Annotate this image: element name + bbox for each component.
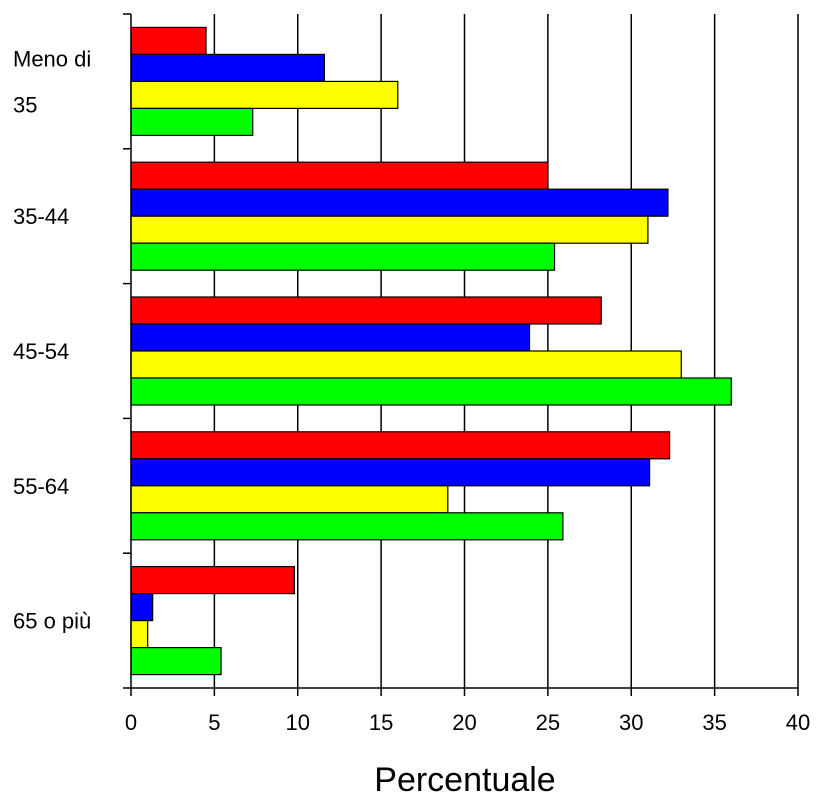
category-label: 45-54 (13, 339, 69, 364)
bar (130, 485, 449, 514)
bar (130, 242, 556, 271)
category-label: 35-44 (13, 204, 69, 229)
bars (130, 26, 732, 676)
category-label: 55-64 (13, 474, 69, 499)
x-tick-label: 20 (452, 710, 476, 735)
bar (130, 323, 531, 352)
bar (130, 350, 682, 379)
bar (130, 619, 149, 649)
bar (130, 188, 669, 217)
category-label: Meno di (13, 46, 91, 71)
bar (130, 53, 326, 83)
bar (130, 512, 564, 541)
category-label: 35 (13, 92, 37, 117)
bar (130, 107, 254, 137)
bar (130, 296, 602, 325)
x-tick-label: 30 (619, 710, 643, 735)
bar (130, 565, 296, 595)
bar (130, 377, 732, 406)
x-axis-title: Percentuale (374, 761, 555, 798)
bar (130, 431, 671, 460)
bar (130, 215, 649, 244)
axes (123, 13, 799, 696)
bar (130, 26, 207, 55)
x-tick-label: 5 (208, 710, 220, 735)
bar (130, 646, 222, 676)
x-tick-label: 25 (536, 710, 560, 735)
bar (130, 592, 154, 622)
x-tick-label: 15 (369, 710, 393, 735)
x-tick-label: 10 (286, 710, 310, 735)
bar (130, 80, 399, 110)
bar (130, 458, 651, 487)
x-tick-label: 0 (125, 710, 137, 735)
x-tick-label: 35 (702, 710, 726, 735)
x-tick-label: 40 (786, 710, 810, 735)
category-labels: Meno di 35 35-44 45-54 55-64 65 o più (13, 46, 91, 633)
category-label: 65 o più (13, 609, 91, 634)
bar (130, 161, 549, 190)
x-tick-labels: 0 5 10 15 20 25 30 35 40 (125, 710, 810, 735)
